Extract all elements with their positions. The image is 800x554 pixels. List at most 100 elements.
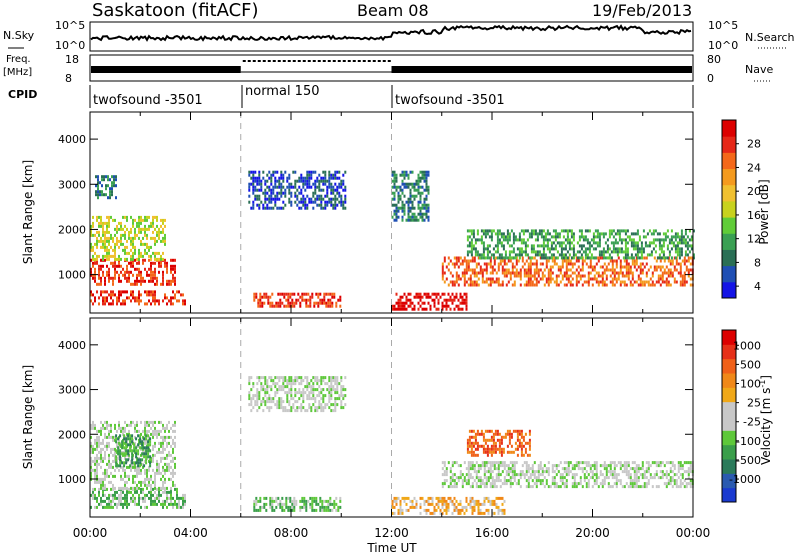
y-tick-label: 1000: [58, 269, 86, 282]
data-cell: [256, 403, 259, 407]
data-cell: [324, 206, 327, 210]
data-cell: [625, 464, 628, 468]
data-cell: [342, 206, 345, 210]
nave-mark: [297, 60, 301, 62]
data-cell: [168, 429, 170, 433]
data-cell: [443, 271, 446, 275]
data-cell: [122, 432, 124, 436]
data-cell: [501, 283, 504, 287]
data-cell: [546, 244, 549, 248]
data-cell: [104, 221, 106, 225]
data-cell: [503, 461, 506, 465]
data-cell: [493, 482, 496, 486]
data-cell: [266, 185, 269, 189]
data-cell: [298, 179, 301, 183]
data-cell: [112, 505, 114, 509]
data-cell: [107, 175, 109, 179]
data-cell: [308, 185, 311, 189]
data-cell: [119, 443, 122, 447]
data-cell: [170, 270, 172, 274]
data-cell: [300, 188, 303, 192]
data-cell: [150, 486, 152, 490]
data-cell: [178, 499, 180, 503]
data-cell: [419, 304, 422, 308]
data-cell: [117, 464, 120, 468]
data-cell: [140, 471, 142, 475]
data-cell: [525, 467, 528, 471]
data-cell: [287, 505, 290, 509]
data-cell: [125, 452, 128, 456]
data-cell: [498, 238, 501, 242]
data-cell: [106, 239, 108, 243]
data-cell: [340, 379, 343, 383]
data-cell: [156, 233, 158, 237]
data-cell: [473, 274, 476, 278]
data-cell: [401, 215, 404, 219]
data-cell: [146, 227, 148, 231]
data-cell: [599, 265, 602, 269]
data-cell: [150, 290, 152, 294]
data-cell: [130, 242, 132, 246]
data-cell: [336, 403, 339, 407]
data-cell: [625, 268, 628, 272]
data-cell: [272, 170, 275, 174]
data-cell: [132, 245, 134, 249]
data-cell: [316, 197, 319, 201]
data-cell: [284, 203, 287, 207]
data-cell: [92, 426, 94, 430]
data-cell: [296, 197, 299, 201]
data-cell: [441, 485, 444, 489]
data-cell: [604, 241, 607, 245]
data-cell: [455, 271, 458, 275]
data-cell: [310, 185, 313, 189]
data-cell: [102, 438, 104, 442]
data-cell: [415, 188, 418, 192]
data-cell: [121, 446, 124, 450]
data-cell: [160, 459, 162, 463]
data-cell: [399, 307, 402, 311]
data-cell: [302, 194, 305, 198]
data-cell: [291, 505, 294, 509]
data-cell: [148, 258, 150, 262]
data-cell: [134, 462, 136, 466]
data-cell: [528, 232, 531, 236]
data-cell: [138, 251, 140, 255]
data-cell: [674, 256, 677, 260]
data-cell: [104, 279, 106, 283]
data-cell: [495, 496, 498, 500]
data-cell: [184, 502, 186, 506]
data-cell: [545, 259, 548, 263]
data-cell: [665, 283, 668, 287]
data-cell: [96, 218, 98, 222]
data-cell: [130, 496, 132, 500]
data-cell: [290, 182, 293, 186]
data-cell: [575, 482, 578, 486]
data-cell: [329, 508, 332, 512]
data-cell: [316, 388, 319, 392]
data-cell: [120, 233, 122, 237]
data-cell: [258, 176, 261, 180]
data-cell: [286, 385, 289, 389]
data-cell: [271, 499, 274, 503]
data-cell: [575, 461, 578, 465]
data-cell: [302, 197, 305, 201]
data-cell: [140, 487, 142, 491]
data-cell: [538, 253, 541, 257]
data-cell: [507, 473, 510, 477]
data-cell: [124, 257, 126, 261]
data-cell: [669, 476, 672, 480]
data-cell: [641, 476, 644, 480]
data-cell: [466, 444, 469, 448]
data-cell: [340, 385, 343, 389]
data-cell: [525, 461, 528, 465]
data-cell: [500, 244, 503, 248]
data-cell: [274, 176, 277, 180]
data-cell: [106, 462, 108, 466]
data-cell: [468, 435, 471, 439]
data-cell: [141, 443, 144, 447]
data-cell: [172, 423, 174, 427]
data-cell: [540, 232, 543, 236]
data-cell: [286, 185, 289, 189]
data-cell: [619, 283, 622, 287]
data-cell: [642, 229, 645, 233]
